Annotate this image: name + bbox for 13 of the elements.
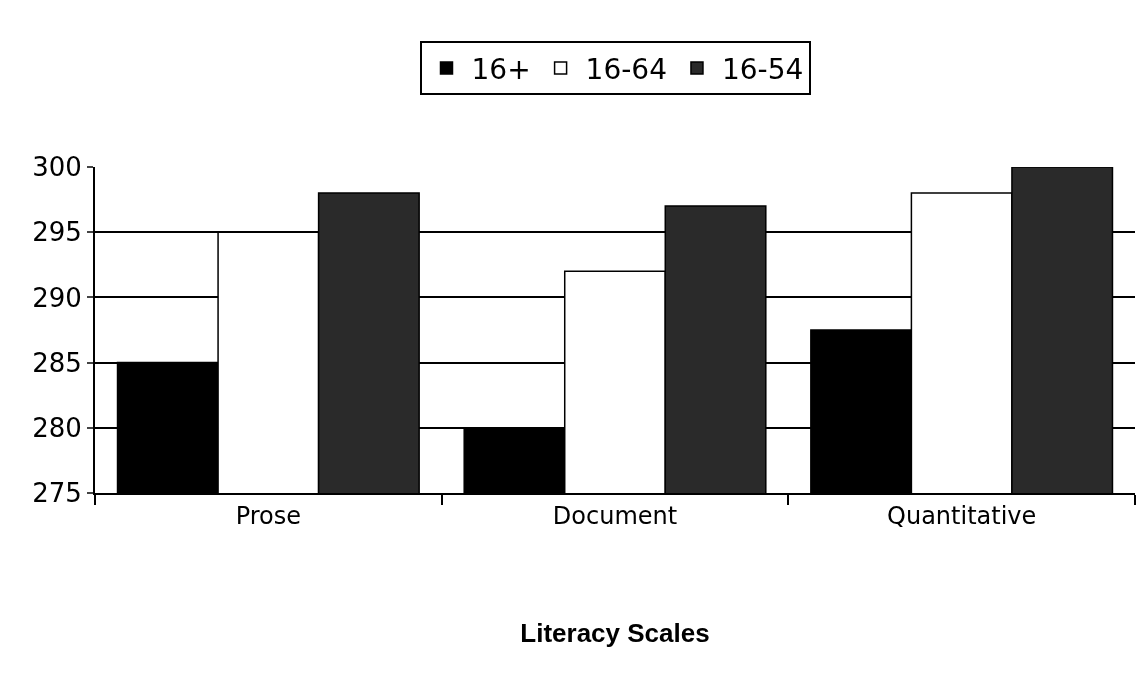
y-tick-label: 300 [32, 152, 82, 183]
y-tick-label: 275 [32, 478, 82, 509]
legend-label: 16+ [471, 52, 531, 86]
y-tick-label: 280 [32, 412, 82, 443]
y-tick-label: 285 [32, 347, 82, 378]
x-tick-label: Prose [235, 501, 301, 530]
x-axis-title: Literacy Scales [520, 618, 710, 648]
y-tick-label: 290 [32, 282, 82, 313]
legend-label: 16-64 [585, 52, 667, 86]
x-tick-label: Quantitative [887, 501, 1037, 530]
y-tick-label: 295 [32, 217, 82, 248]
x-tick-label: Document [552, 501, 678, 530]
legend-label: 16-54 [721, 52, 804, 86]
